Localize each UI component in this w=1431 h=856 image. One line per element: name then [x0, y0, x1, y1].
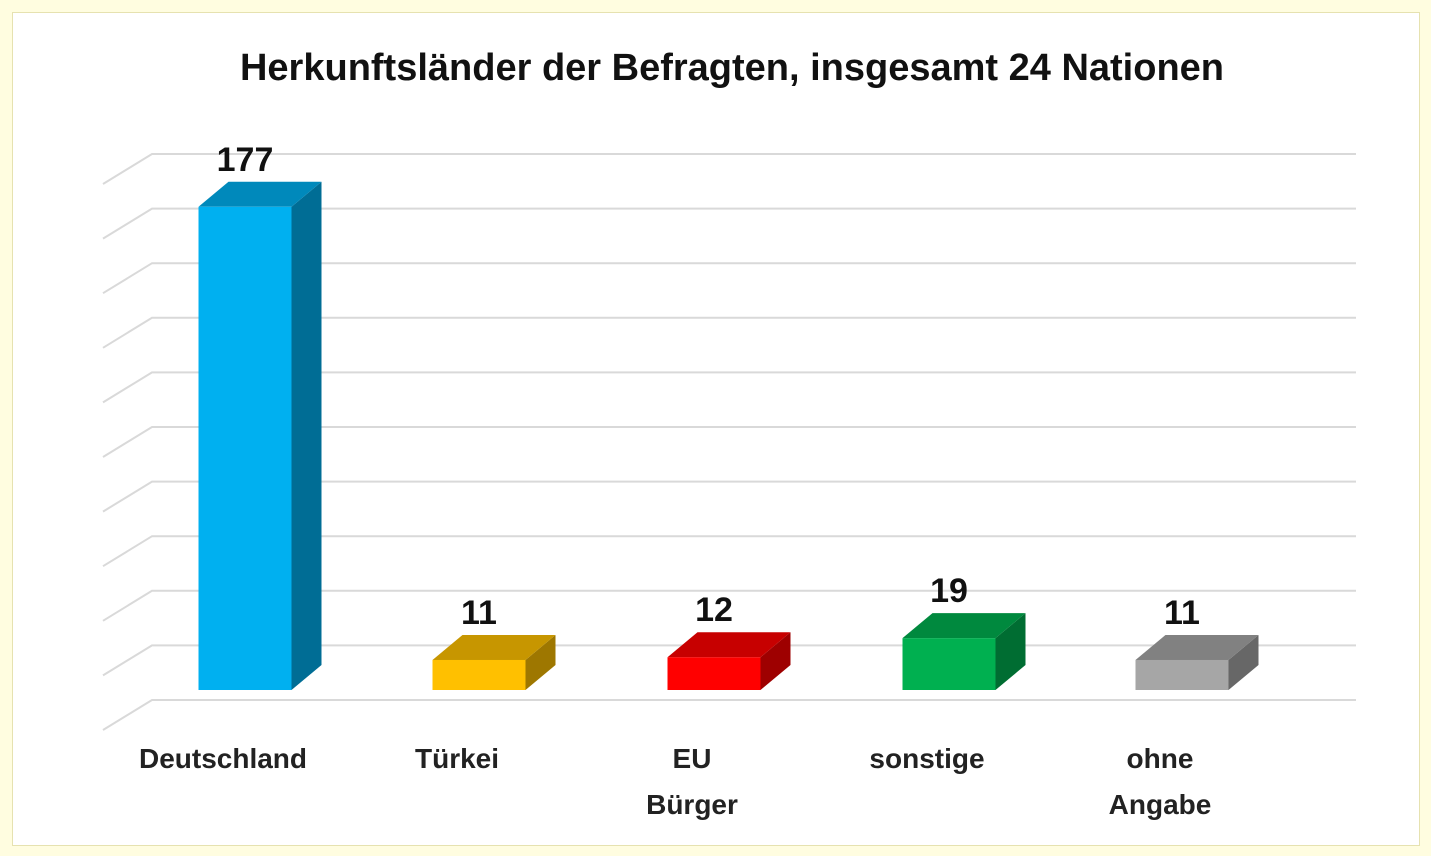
bar-side: [291, 181, 322, 691]
grid-line: [102, 426, 1356, 458]
x-tick-label: EU Bürger: [627, 736, 757, 828]
chart-title: Herkunftsländer der Befragten, insgesamt…: [240, 47, 1224, 89]
bar: [1135, 634, 1259, 690]
bar: [667, 632, 791, 690]
x-tick-text: EU Bürger: [646, 743, 738, 820]
bar: [198, 181, 322, 691]
bar-front: [667, 657, 761, 690]
bar-front: [432, 659, 526, 690]
grid-line: [102, 153, 1356, 185]
grid-line: [102, 589, 1356, 622]
bar: [432, 634, 556, 690]
bar-top: [902, 613, 1026, 639]
x-tick-label: Türkei: [392, 736, 522, 782]
bar-top: [432, 634, 556, 660]
bar-top: [1135, 634, 1259, 660]
value-label: 11: [1164, 594, 1200, 632]
x-tick-text: ohne Angabe: [1108, 743, 1212, 820]
bar-front: [902, 638, 996, 690]
bar-side: [1228, 634, 1259, 690]
bar: [902, 613, 1026, 690]
bar-top: [198, 181, 322, 207]
x-tick-label: ohne Angabe: [1095, 736, 1225, 828]
x-tick-label: Deutschland: [139, 736, 307, 782]
grid-line: [102, 316, 1356, 349]
grid-line: [102, 262, 1356, 295]
grid-line: [102, 371, 1356, 404]
bar-front: [198, 206, 292, 691]
bar-top: [667, 632, 791, 658]
x-tick-text: Türkei: [414, 743, 500, 774]
value-label: 19: [930, 572, 968, 610]
bar-side: [995, 613, 1026, 690]
bar-side: [525, 634, 556, 690]
grid-line: [102, 480, 1356, 513]
x-tick-text: Deutschland: [138, 743, 308, 774]
value-label: 177: [217, 141, 274, 179]
grid-line: [102, 535, 1356, 568]
bar-front: [1135, 659, 1229, 690]
grid-line: [102, 207, 1356, 240]
x-tick-label: sonstige: [862, 736, 992, 782]
value-label: 11: [461, 594, 497, 632]
x-tick-text: sonstige: [869, 743, 985, 774]
grid-line: [102, 699, 1356, 731]
bar-side: [760, 632, 791, 690]
value-label: 12: [695, 591, 733, 629]
